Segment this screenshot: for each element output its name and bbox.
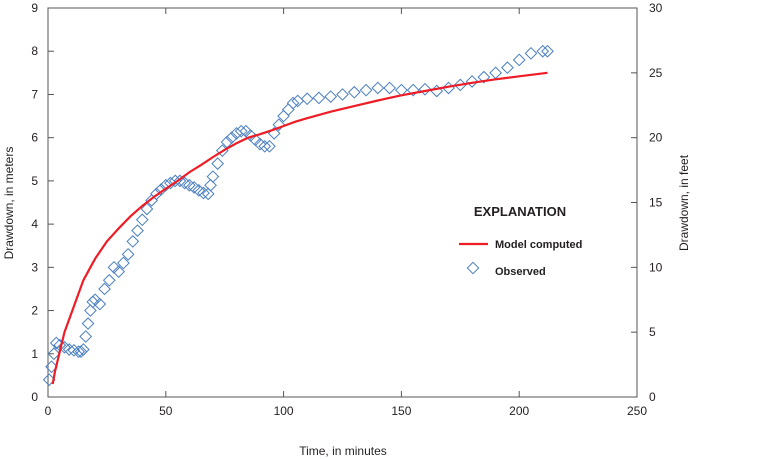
- observed-point: [220, 135, 234, 149]
- y-tick-label: 2: [31, 304, 38, 318]
- observed-point: [88, 293, 102, 307]
- observed-point: [536, 44, 550, 58]
- observed-point: [93, 297, 107, 311]
- model-computed-line: [51, 71, 548, 385]
- y-tick-label: 7: [31, 87, 38, 101]
- observed-point: [453, 78, 467, 92]
- y-right-tick-label: 0: [649, 390, 656, 404]
- observed-point: [371, 81, 385, 95]
- observed-point: [121, 248, 135, 261]
- observed-point: [126, 235, 140, 248]
- y-tick-label: 8: [31, 44, 38, 58]
- observed-point: [512, 53, 526, 67]
- observed-point: [154, 183, 168, 196]
- y-right-tick-label: 10: [649, 260, 663, 274]
- observed-point: [347, 85, 361, 99]
- y-tick-label: 5: [31, 174, 38, 188]
- x-tick-label: 0: [45, 404, 52, 418]
- observed-point: [395, 83, 408, 97]
- x-tick-label: 250: [627, 404, 647, 418]
- observed-point: [211, 157, 224, 170]
- observed-point: [187, 181, 201, 194]
- observed-point: [178, 176, 192, 190]
- y-tick-label: 6: [31, 131, 38, 145]
- legend-observed-swatch: [466, 261, 480, 275]
- x-tick-label: 100: [274, 404, 294, 418]
- observed-point: [164, 176, 177, 190]
- observed-point: [47, 347, 61, 361]
- observed-point: [107, 260, 121, 274]
- observed-point: [239, 124, 253, 138]
- y-right-tick-label: 5: [649, 325, 656, 339]
- observed-point: [102, 273, 116, 287]
- x-tick-label: 50: [159, 404, 173, 418]
- observed-point: [192, 184, 206, 197]
- observed-point: [135, 213, 149, 227]
- observed-point: [501, 61, 514, 75]
- y-right-tick-label: 20: [649, 131, 663, 145]
- y-tick-label: 4: [31, 217, 38, 231]
- observed-point: [76, 343, 90, 356]
- legend-observed-label: Observed: [495, 266, 546, 278]
- observed-point: [524, 47, 538, 60]
- observed-point: [489, 66, 503, 80]
- observed-point: [359, 83, 373, 97]
- x-tick-label: 200: [509, 404, 529, 418]
- y-tick-label: 0: [31, 390, 38, 404]
- observed-point: [291, 94, 305, 108]
- observed-point: [140, 202, 154, 216]
- y-tick-label: 1: [31, 347, 38, 361]
- observed-point: [281, 103, 295, 116]
- observed-point: [324, 90, 338, 103]
- x-axis-label: Time, in minutes: [299, 444, 387, 458]
- observed-point: [286, 96, 300, 110]
- observed-point: [112, 265, 126, 279]
- observed-point: [300, 92, 314, 106]
- observed-point: [117, 256, 130, 270]
- y-right-axis-label: Drawdown, in feet: [677, 154, 691, 251]
- observed-point: [79, 330, 93, 343]
- observed-point: [541, 44, 554, 58]
- observed-point: [98, 282, 111, 296]
- x-tick-label: 150: [391, 404, 411, 418]
- y-right-tick-label: 15: [649, 196, 663, 210]
- y-tick-label: 9: [31, 1, 38, 15]
- observed-point: [253, 137, 267, 151]
- legend-model-label: Model computed: [495, 239, 582, 251]
- observed-point: [206, 170, 220, 183]
- legend: EXPLANATION Model computed Observed: [459, 204, 582, 278]
- observed-point: [312, 91, 326, 105]
- observed-point: [72, 345, 85, 358]
- legend-title: EXPLANATION: [474, 204, 566, 219]
- y-axis-label: Drawdown, in meters: [2, 147, 16, 260]
- y-right-tick-label: 30: [649, 1, 663, 15]
- observed-point: [383, 81, 396, 95]
- observed-point: [234, 124, 248, 138]
- observed-point: [182, 178, 196, 192]
- y-right-tick-label: 25: [649, 66, 663, 80]
- y-tick-label: 3: [31, 260, 38, 274]
- observed-point: [81, 317, 95, 330]
- observed-point: [230, 126, 243, 140]
- observed-point: [131, 224, 144, 237]
- observed-point: [258, 139, 272, 153]
- observed-point: [225, 131, 239, 145]
- plot-frame: [47, 7, 638, 398]
- observed-point: [263, 139, 276, 153]
- observed-point: [336, 88, 349, 101]
